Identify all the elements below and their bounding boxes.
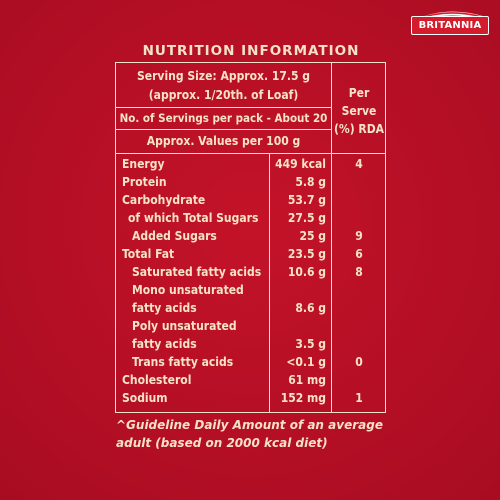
row-label-saturated-fat: Saturated fatty acids	[132, 265, 262, 279]
divider-servings-per-pack	[115, 129, 332, 130]
row-label-added-sugars: Added Sugars	[132, 229, 217, 243]
divider-header	[115, 153, 386, 154]
row-value-cholesterol: 61 mg	[288, 373, 326, 387]
row-rda-added-sugars: 9	[355, 229, 363, 243]
table-title: NUTRITION INFORMATION	[142, 43, 360, 59]
row-value-mono-unsaturated: 8.6 g	[295, 301, 326, 315]
column-divider-value	[269, 153, 270, 413]
footnote-line-1: ^Guideline Daily Amount of an average	[116, 418, 383, 432]
row-value-poly-unsaturated: 3.5 g	[295, 337, 326, 351]
row-value-energy: 449 kcal	[275, 157, 326, 171]
row-rda-sodium: 1	[355, 391, 363, 405]
row-label-total-sugars: of which Total Sugars	[128, 211, 259, 225]
row-label-total-fat: Total Fat	[122, 247, 175, 261]
row-value-protein: 5.8 g	[295, 175, 326, 189]
row-rda-energy: 4	[355, 157, 363, 171]
row-label-energy: Energy	[122, 157, 165, 171]
row-rda-saturated-fat: 8	[355, 265, 363, 279]
divider-serving	[115, 107, 332, 108]
row-value-added-sugars: 25 g	[299, 229, 326, 243]
row-value-total-fat: 23.5 g	[287, 247, 326, 261]
column-divider-rda	[331, 62, 332, 413]
footnote-line-2: adult (based on 2000 kcal diet)	[116, 436, 328, 450]
table-frame	[115, 62, 386, 413]
rda-header-serve: Serve	[341, 104, 377, 118]
row-label-mono-unsaturated: Mono unsaturated	[132, 283, 244, 297]
row-value-trans-fat: <0.1 g	[286, 355, 326, 369]
rda-header-percent: (%) RDA	[333, 122, 385, 136]
row-label-sodium: Sodium	[122, 391, 168, 405]
servings-per-pack: No. of Servings per pack - About 20	[119, 111, 328, 125]
brand-name: BRITANNIA	[411, 16, 489, 35]
footnote: ^Guideline Daily Amount of an average ad…	[116, 416, 416, 452]
approx-values-header: Approx. Values per 100 g	[146, 134, 301, 148]
row-label-protein: Protein	[122, 175, 167, 189]
rda-header-per: Per	[348, 86, 370, 100]
row-label-carbohydrate: Carbohydrate	[122, 193, 206, 207]
row-rda-total-fat: 6	[355, 247, 363, 261]
row-value-total-sugars: 27.5 g	[287, 211, 326, 225]
serving-size: Serving Size: Approx. 17.5 g	[137, 69, 310, 83]
row-label-poly-fatty-acids: fatty acids	[132, 337, 197, 351]
row-label-mono-fatty-acids: fatty acids	[132, 301, 197, 315]
row-value-sodium: 152 mg	[280, 391, 326, 405]
row-value-carbohydrate: 53.7 g	[287, 193, 326, 207]
row-value-saturated-fat: 10.6 g	[287, 265, 326, 279]
row-rda-trans-fat: 0	[355, 355, 363, 369]
britannia-logo: BRITANNIA	[408, 7, 492, 35]
row-label-cholesterol: Cholesterol	[122, 373, 192, 387]
serving-size-note: (approx. 1/20th. of Loaf)	[148, 88, 299, 102]
row-label-poly-unsaturated: Poly unsaturated	[132, 319, 237, 333]
row-label-trans-fat: Trans fatty acids	[132, 355, 234, 369]
